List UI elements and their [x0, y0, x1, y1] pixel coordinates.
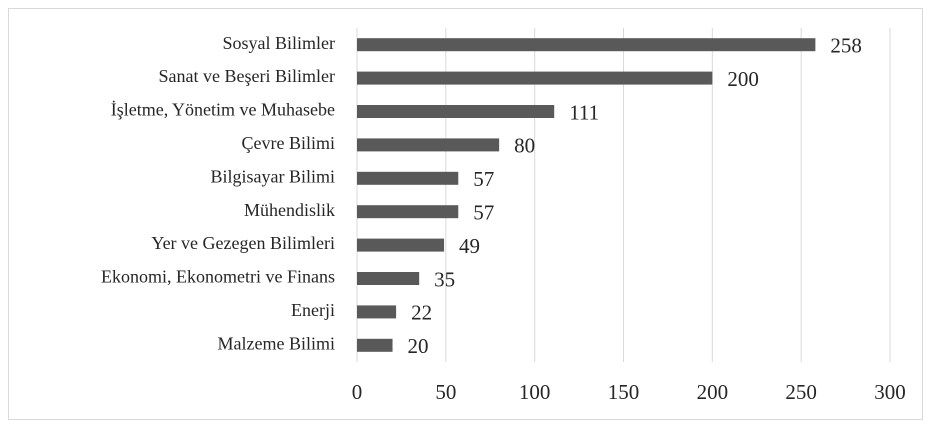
data-label: 20 — [408, 334, 429, 358]
y-tick-label: İşletme, Yönetim ve Muhasebe — [111, 100, 335, 120]
data-label: 258 — [830, 34, 862, 58]
data-label: 49 — [459, 234, 480, 258]
data-label: 80 — [514, 134, 535, 158]
x-tick-label: 50 — [435, 380, 456, 404]
y-tick-label: Malzeme Bilimi — [218, 333, 335, 353]
bar — [357, 305, 397, 319]
bar — [357, 71, 713, 85]
y-tick-label: Mühendislik — [244, 200, 335, 220]
data-label: 57 — [473, 167, 494, 191]
bar — [357, 171, 459, 185]
x-tick-label: 200 — [697, 380, 729, 404]
x-tick-label: 250 — [785, 380, 817, 404]
x-tick-label: 100 — [519, 380, 551, 404]
data-label: 35 — [434, 267, 455, 291]
chart-border — [8, 8, 923, 420]
y-tick-label: Ekonomi, Ekonometri ve Finans — [101, 267, 335, 287]
y-tick-label: Sanat ve Beşeri Bilimler — [159, 66, 335, 86]
bar — [357, 38, 816, 52]
y-tick-label: Sosyal Bilimler — [223, 33, 336, 53]
x-tick-label: 150 — [608, 380, 640, 404]
data-label: 111 — [569, 100, 599, 124]
data-label: 22 — [411, 301, 432, 325]
bar — [357, 205, 459, 219]
bar — [357, 338, 393, 352]
y-tick-label: Çevre Bilimi — [242, 133, 336, 153]
x-tick-label: 300 — [874, 380, 906, 404]
data-label: 57 — [473, 201, 494, 225]
bar — [357, 105, 555, 118]
y-tick-label: Yer ve Gezegen Bilimleri — [151, 233, 335, 253]
bar — [357, 272, 420, 285]
bar — [357, 138, 500, 152]
y-tick-label: Enerji — [291, 300, 335, 320]
data-label: 200 — [727, 67, 759, 91]
y-tick-label: Bilgisayar Bilimi — [211, 166, 336, 186]
x-tick-label: 0 — [352, 380, 363, 404]
bar — [357, 238, 445, 252]
